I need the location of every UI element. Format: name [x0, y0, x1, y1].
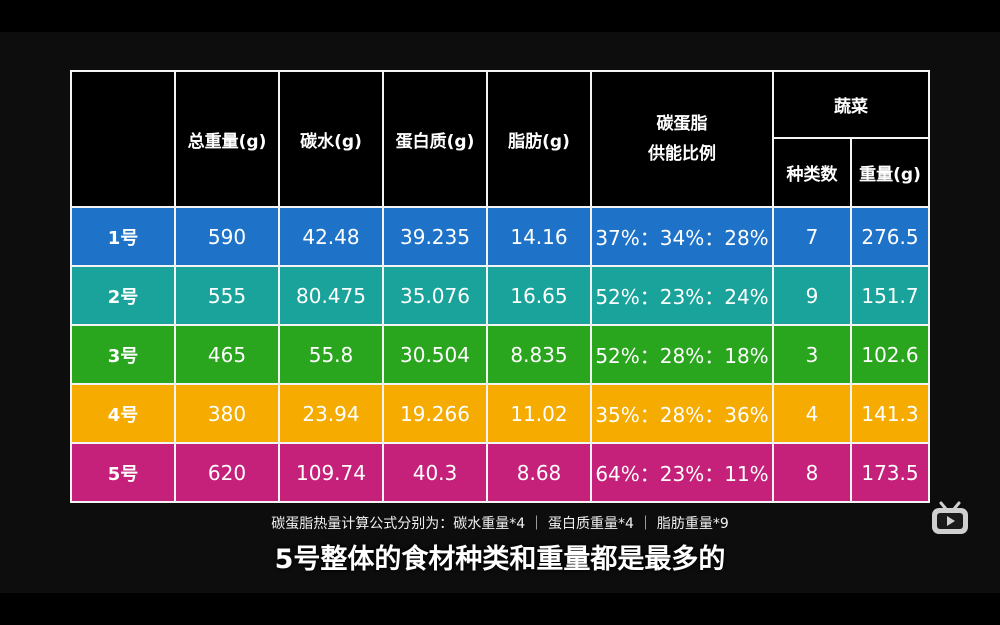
bilibili-tv-icon: [932, 501, 968, 534]
cell-carb: 109.74: [278, 442, 384, 503]
cell-weight: 102.6: [850, 324, 930, 385]
table-row: 4号 380 23.94 19.266 11.02 35%：28%：36% 4 141.3: [70, 383, 930, 444]
cell-weight: 276.5: [850, 206, 930, 267]
cell-ratio: 52%：23%：24%: [590, 265, 774, 326]
header-total: 总重量(g): [174, 70, 280, 208]
cell-fat: 14.16: [486, 206, 592, 267]
cell-protein: 19.266: [382, 383, 488, 444]
cell-kinds: 9: [772, 265, 852, 326]
header-fat: 脂肪(g): [486, 70, 592, 208]
cell-fat: 8.835: [486, 324, 592, 385]
cell-total: 380: [174, 383, 280, 444]
formula-caption: 碳蛋脂热量计算公式分别为：碳水重量*4 ｜ 蛋白质重量*4 ｜ 脂肪重量*9: [271, 516, 729, 532]
header-row-top: 总重量(g) 碳水(g) 蛋白质(g) 脂肪(g) 碳蛋脂 供能比例 蔬菜: [70, 70, 930, 208]
header-veg-weight: 重量(g): [850, 136, 930, 209]
table-row: 2号 555 80.475 35.076 16.65 52%：23%：24% 9 151.7: [70, 265, 930, 326]
cell-carb: 80.475: [278, 265, 384, 326]
cell-fat: 11.02: [486, 383, 592, 444]
cell-total: 555: [174, 265, 280, 326]
cell-label: 3号: [70, 324, 176, 385]
cell-ratio: 64%：23%：11%: [590, 442, 774, 503]
cell-protein: 40.3: [382, 442, 488, 503]
header-veg: 蔬菜: [772, 70, 930, 139]
cell-kinds: 7: [772, 206, 852, 267]
cell-carb: 55.8: [278, 324, 384, 385]
cell-weight: 141.3: [850, 383, 930, 444]
cell-kinds: 4: [772, 383, 852, 444]
cell-label: 4号: [70, 383, 176, 444]
header-ratio: 碳蛋脂 供能比例: [590, 70, 774, 208]
cell-carb: 42.48: [278, 206, 384, 267]
cell-weight: 151.7: [850, 265, 930, 326]
nutrition-table: 总重量(g) 碳水(g) 蛋白质(g) 脂肪(g) 碳蛋脂 供能比例 蔬菜 种类…: [70, 70, 930, 503]
cell-label: 1号: [70, 206, 176, 267]
cell-kinds: 8: [772, 442, 852, 503]
subtitle-caption: 5号整体的食材种类和重量都是最多的: [274, 544, 726, 575]
cell-protein: 35.076: [382, 265, 488, 326]
cell-total: 620: [174, 442, 280, 503]
cell-label: 5号: [70, 442, 176, 503]
cell-fat: 16.65: [486, 265, 592, 326]
table-row: 3号 465 55.8 30.504 8.835 52%：28%：18% 3 102.6: [70, 324, 930, 385]
cell-total: 465: [174, 324, 280, 385]
table-row: 5号 620 109.74 40.3 8.68 64%：23%：11% 8 173.5: [70, 442, 930, 503]
header-carb: 碳水(g): [278, 70, 384, 208]
table-row: 1号 590 42.48 39.235 14.16 37%：34%：28% 7 276.5: [70, 206, 930, 267]
cell-protein: 39.235: [382, 206, 488, 267]
cell-carb: 23.94: [278, 383, 384, 444]
cell-fat: 8.68: [486, 442, 592, 503]
corner-cell: [70, 70, 176, 208]
header-veg-kinds: 种类数: [772, 136, 852, 209]
header-row-bottom: 种类数 重量(g): [71, 136, 930, 209]
header-ratio-line1: 碳蛋脂: [656, 114, 708, 134]
cell-ratio: 37%：34%：28%: [590, 206, 774, 267]
cell-total: 590: [174, 206, 280, 267]
cell-weight: 173.5: [850, 442, 930, 503]
cell-ratio: 35%：28%：36%: [590, 383, 774, 444]
header-protein: 蛋白质(g): [382, 70, 488, 208]
cell-label: 2号: [70, 265, 176, 326]
cell-ratio: 52%：28%：18%: [590, 324, 774, 385]
cell-protein: 30.504: [382, 324, 488, 385]
header-ratio-line2: 供能比例: [648, 144, 716, 164]
cell-kinds: 3: [772, 324, 852, 385]
